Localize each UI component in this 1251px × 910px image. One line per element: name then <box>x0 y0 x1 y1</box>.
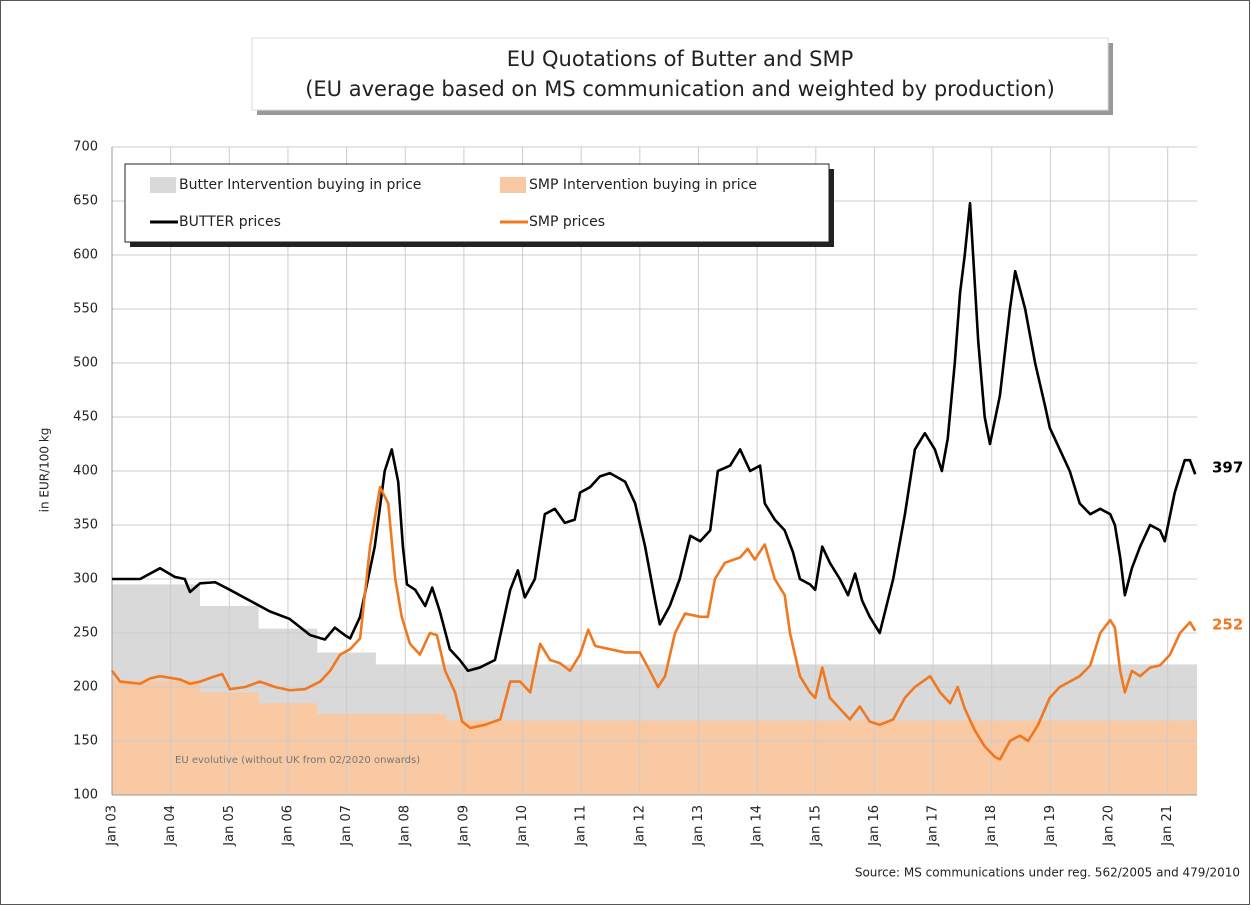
y-tick-label: 650 <box>73 194 98 209</box>
y-tick-label: 250 <box>73 626 98 641</box>
x-tick-label: Jan 10 <box>515 805 530 847</box>
x-tick-label: Jan 04 <box>163 805 178 847</box>
x-tick-label: Jan 07 <box>339 805 354 847</box>
legend-label: Butter Intervention buying in price <box>179 177 421 193</box>
x-tick-label: Jan 14 <box>750 805 765 847</box>
y-tick-label: 500 <box>73 356 98 371</box>
intervention-area <box>112 680 1197 795</box>
y-tick-label: 550 <box>73 302 98 317</box>
x-tick-label: Jan 17 <box>926 805 941 847</box>
y-tick-label: 350 <box>73 518 98 533</box>
y-tick-label: 400 <box>73 464 98 479</box>
y-tick-label: 600 <box>73 248 98 263</box>
x-tick-label: Jan 18 <box>984 805 999 847</box>
legend-box <box>124 163 830 243</box>
legend: Butter Intervention buying in price SMP I… <box>124 163 834 247</box>
x-tick-label: Jan 21 <box>1160 805 1175 847</box>
plot: 100 150 200 250 300 350 400 450 500 550 600 650 700 J… <box>73 140 1243 847</box>
x-tick-label: Jan 19 <box>1043 805 1058 847</box>
y-tick-label: 100 <box>73 788 98 803</box>
x-tick-label: Jan 12 <box>632 805 647 847</box>
legend-label: BUTTER prices <box>179 214 281 230</box>
legend-label: SMP Intervention buying in price <box>529 177 757 193</box>
y-tick-label: 150 <box>73 734 98 749</box>
title-box <box>251 37 1109 111</box>
x-tick-label: Jan 11 <box>574 805 589 847</box>
legend-label: SMP prices <box>529 214 605 230</box>
chart-subtitle: (EU average based on MS communication an… <box>305 77 1055 101</box>
end-value-label: 397 <box>1212 459 1243 477</box>
x-tick-label: Jan 20 <box>1102 805 1117 847</box>
price-line <box>112 201 1197 673</box>
end-value-label: 252 <box>1212 615 1243 633</box>
source: Source: MS communications under reg. 562… <box>855 866 1240 880</box>
x-tick-label: Jan 13 <box>691 805 706 847</box>
y-tick-label: 200 <box>73 680 98 695</box>
x-tick-label: Jan 05 <box>222 805 237 847</box>
y-axis-label: in EUR/100 kg <box>38 428 52 513</box>
legend-swatch <box>150 177 176 193</box>
x-tick-label: Jan 08 <box>398 805 413 847</box>
y-tick-label: 300 <box>73 572 98 587</box>
price-line <box>110 485 1197 761</box>
x-tick-label: Jan 09 <box>456 805 471 847</box>
x-tick-label: Jan 15 <box>808 805 823 847</box>
x-tick-label: Jan 03 <box>105 805 120 847</box>
legend-swatch <box>500 177 526 193</box>
y-tick-label: 450 <box>73 410 98 425</box>
annotation: EU evolutive (without UK from 02/2020 on… <box>175 755 420 766</box>
y-tick-label: 700 <box>73 140 98 155</box>
chart-title: EU Quotations of Butter and SMP <box>507 47 854 71</box>
x-tick-label: Jan 16 <box>867 805 882 847</box>
x-tick-label: Jan 06 <box>280 805 295 847</box>
